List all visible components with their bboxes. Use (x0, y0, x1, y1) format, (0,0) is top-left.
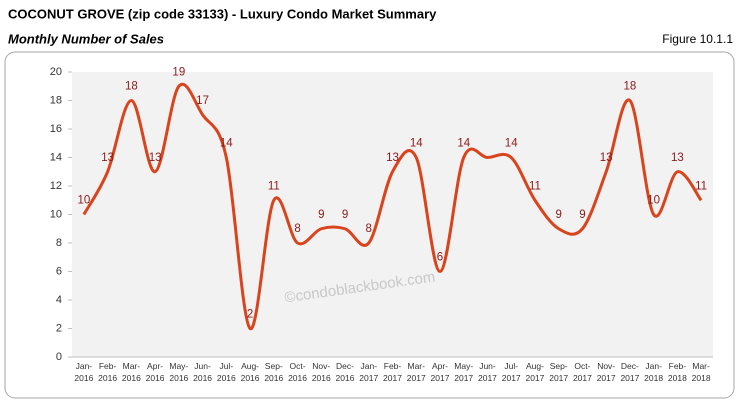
data-label: 11 (268, 180, 280, 192)
data-label: 13 (671, 152, 684, 164)
data-label: 14 (410, 138, 423, 150)
x-tick-label: Feb-2016 (98, 361, 117, 383)
y-tick-label: 0 (56, 351, 62, 363)
data-label: 11 (695, 180, 707, 192)
x-tick-label: Jan-2017 (359, 361, 378, 383)
chart-title: COCONUT GROVE (zip code 33133) - Luxury … (8, 6, 437, 21)
data-label: 10 (647, 195, 660, 207)
y-tick-label: 2 (56, 322, 62, 334)
x-tick-label: Jul-2017 (502, 361, 521, 383)
y-tick-label: 18 (50, 94, 62, 106)
data-label: 14 (457, 138, 470, 150)
figure-label: Figure 10.1.1 (662, 32, 733, 46)
data-label: 10 (77, 195, 90, 207)
data-label: 9 (342, 209, 348, 221)
x-tick-label: Nov-2017 (597, 361, 616, 383)
x-tick-label: Mar-2017 (407, 361, 426, 383)
y-tick-label: 10 (50, 208, 62, 220)
data-label: 14 (505, 138, 518, 150)
x-tick-label: Sep-2016 (264, 361, 283, 383)
x-tick-label: Sep-2017 (549, 361, 568, 383)
data-label: 19 (172, 66, 185, 78)
data-label: 9 (555, 209, 561, 221)
data-label: 17 (196, 95, 209, 107)
x-tick-label: Feb-2018 (668, 361, 687, 383)
data-label: 8 (366, 223, 372, 235)
x-tick-label: Nov-2016 (312, 361, 331, 383)
data-label: 2 (247, 309, 253, 321)
y-tick-label: 6 (56, 265, 62, 277)
data-label: 9 (579, 209, 585, 221)
x-tick-label: Feb-2017 (383, 361, 402, 383)
x-tick-label: Aug-2016 (241, 361, 260, 383)
data-label: 14 (220, 138, 233, 150)
x-tick-label: May-2016 (169, 361, 188, 383)
x-tick-label: Jul-2016 (217, 361, 236, 383)
data-label: 13 (101, 152, 114, 164)
data-label: 18 (125, 81, 138, 93)
x-tick-label: Jun-2016 (193, 361, 212, 383)
x-tick-label: Jan-2016 (74, 361, 93, 383)
y-tick-label: 16 (50, 123, 62, 135)
x-tick-label: Oct-2016 (288, 361, 307, 383)
data-label: 18 (624, 81, 637, 93)
x-tick-label: Jun-2017 (478, 361, 497, 383)
data-label: 13 (386, 152, 399, 164)
x-tick-label: May-2017 (454, 361, 473, 383)
x-tick-label: Mar-2018 (692, 361, 711, 383)
data-label: 8 (294, 223, 300, 235)
x-tick-label: Apr-2017 (431, 361, 450, 383)
chart-subtitle: Monthly Number of Sales (8, 31, 164, 46)
data-label: 9 (318, 209, 324, 221)
y-tick-label: 14 (50, 151, 62, 163)
x-tick-label: Dec-2016 (336, 361, 355, 383)
data-label: 13 (149, 152, 162, 164)
x-tick-label: Oct-2017 (573, 361, 592, 383)
x-tick-label: Dec-2017 (620, 361, 639, 383)
y-tick-label: 4 (56, 294, 62, 306)
data-label: 11 (529, 180, 541, 192)
x-tick-label: Aug-2017 (525, 361, 544, 383)
line-series (82, 82, 703, 331)
data-label: 6 (437, 252, 443, 264)
plot-area (72, 72, 713, 357)
x-tick-label: Apr-2016 (146, 361, 165, 383)
y-tick-label: 8 (56, 237, 62, 249)
y-tick-label: 12 (50, 180, 62, 192)
y-tick-label: 20 (50, 66, 62, 78)
data-label: 13 (600, 152, 613, 164)
x-tick-label: Jan-2018 (644, 361, 663, 383)
x-tick-label: Mar-2016 (122, 361, 141, 383)
